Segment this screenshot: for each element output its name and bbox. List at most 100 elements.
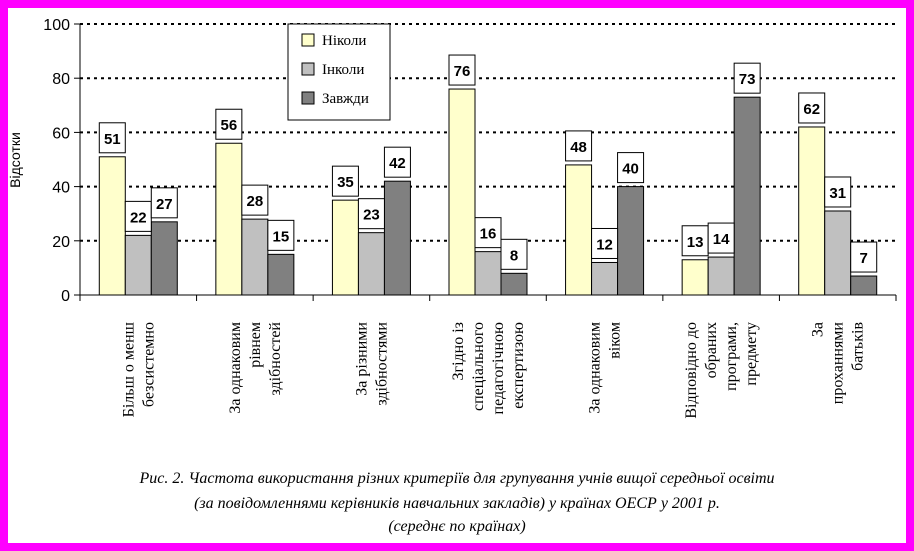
category-label: рівнем: [247, 322, 264, 368]
value-label: 51: [104, 131, 121, 148]
value-label-box: [124, 200, 152, 232]
category-label: За: [810, 322, 827, 337]
category-label: спеціального: [470, 322, 487, 411]
value-label-box: [850, 241, 878, 273]
value-label: 27: [156, 196, 173, 213]
bar: [241, 218, 269, 296]
category-label: проханнями: [830, 322, 847, 405]
bar: [617, 186, 645, 296]
legend-swatch: [301, 62, 315, 76]
category-label: предмету: [743, 322, 760, 386]
bar: [267, 253, 295, 296]
value-label: 28: [247, 193, 264, 210]
bar: [357, 232, 385, 296]
value-label-box: [617, 152, 645, 184]
category-label: За різними: [353, 322, 370, 396]
value-label: 48: [570, 139, 587, 156]
value-label-box: [500, 238, 528, 270]
caption-line-2: (за повідомленнями керівників навчальних…: [194, 495, 720, 512]
value-label-box: [98, 122, 126, 154]
bar: [474, 251, 502, 296]
value-label: 13: [687, 234, 704, 251]
category-label: батьків: [850, 322, 867, 371]
bar: [798, 126, 826, 296]
category-label: Більш о менш: [120, 321, 137, 417]
value-label-box: [733, 62, 761, 94]
caption-line-1: Рис. 2. Частота використання різних крит…: [139, 470, 775, 487]
category-label: експертизою: [510, 322, 527, 409]
value-label: 16: [480, 226, 497, 243]
value-label: 42: [389, 155, 406, 172]
category-label: педагогічною: [490, 322, 507, 414]
y-axis-label: Відсотки: [7, 132, 23, 188]
value-label: 76: [454, 63, 471, 80]
caption-line-3: (середнє по країнах): [388, 518, 526, 535]
y-tick-label: 60: [52, 125, 70, 142]
value-label-box: [383, 146, 411, 178]
bar: [98, 156, 126, 296]
value-label: 73: [739, 71, 756, 88]
value-label-box: [707, 222, 735, 254]
category-label: обраних: [703, 322, 720, 378]
value-label-box: [565, 130, 593, 162]
bar: [448, 88, 476, 296]
bar: [591, 261, 619, 296]
value-label: 12: [596, 236, 613, 253]
legend-swatch: [301, 91, 315, 105]
bar: [500, 272, 528, 296]
category-label: За однаковим: [587, 322, 604, 414]
value-label: 14: [713, 231, 730, 248]
category-label: Відповідно до: [683, 322, 700, 419]
category-label: програми,: [723, 322, 740, 391]
value-label-box: [824, 176, 852, 208]
category-label: Згідно із: [450, 322, 467, 381]
category-label: здібностей: [267, 322, 284, 396]
bar: [331, 199, 359, 296]
category-label: За однаковим: [227, 322, 244, 414]
value-label: 15: [273, 228, 290, 245]
value-label: 23: [363, 207, 380, 224]
y-tick-label: 0: [61, 288, 70, 305]
category-label: безсистемно: [140, 322, 157, 407]
value-label: 22: [130, 209, 147, 226]
bar: [565, 164, 593, 296]
value-label-box: [215, 108, 243, 140]
value-label-box: [241, 184, 269, 216]
value-label: 56: [221, 117, 238, 134]
value-label: 31: [829, 185, 846, 202]
legend-label: Інколи: [322, 62, 364, 78]
y-tick-label: 80: [52, 71, 70, 88]
bar: [215, 142, 243, 296]
category-label: здібностями: [373, 322, 390, 406]
value-label-box: [150, 187, 178, 219]
bar: [707, 256, 735, 296]
value-label-box: [474, 217, 502, 249]
bar: [824, 210, 852, 296]
legend-swatch: [301, 33, 315, 47]
value-label-box: [267, 219, 295, 251]
value-label-box: [681, 225, 709, 257]
value-label-box: [798, 92, 826, 124]
bar: [733, 96, 761, 296]
value-label-box: [448, 54, 476, 86]
y-tick-label: 100: [43, 17, 70, 34]
value-label: 7: [860, 250, 868, 267]
legend-label: Ніколи: [322, 33, 366, 49]
bar: [150, 221, 178, 296]
value-label: 8: [510, 247, 518, 264]
y-tick-label: 20: [52, 234, 70, 251]
value-label: 35: [337, 174, 354, 191]
value-label-box: [331, 165, 359, 197]
value-label-box: [357, 198, 385, 230]
bar: [681, 259, 709, 296]
legend-label: Завжди: [322, 91, 369, 107]
value-label: 40: [622, 161, 639, 178]
y-tick-label: 40: [52, 180, 70, 197]
value-label: 62: [803, 101, 820, 118]
bar: [124, 234, 152, 296]
bar: [850, 275, 878, 296]
value-label-box: [591, 227, 619, 259]
bar: [383, 180, 411, 296]
category-label: віком: [607, 322, 624, 359]
